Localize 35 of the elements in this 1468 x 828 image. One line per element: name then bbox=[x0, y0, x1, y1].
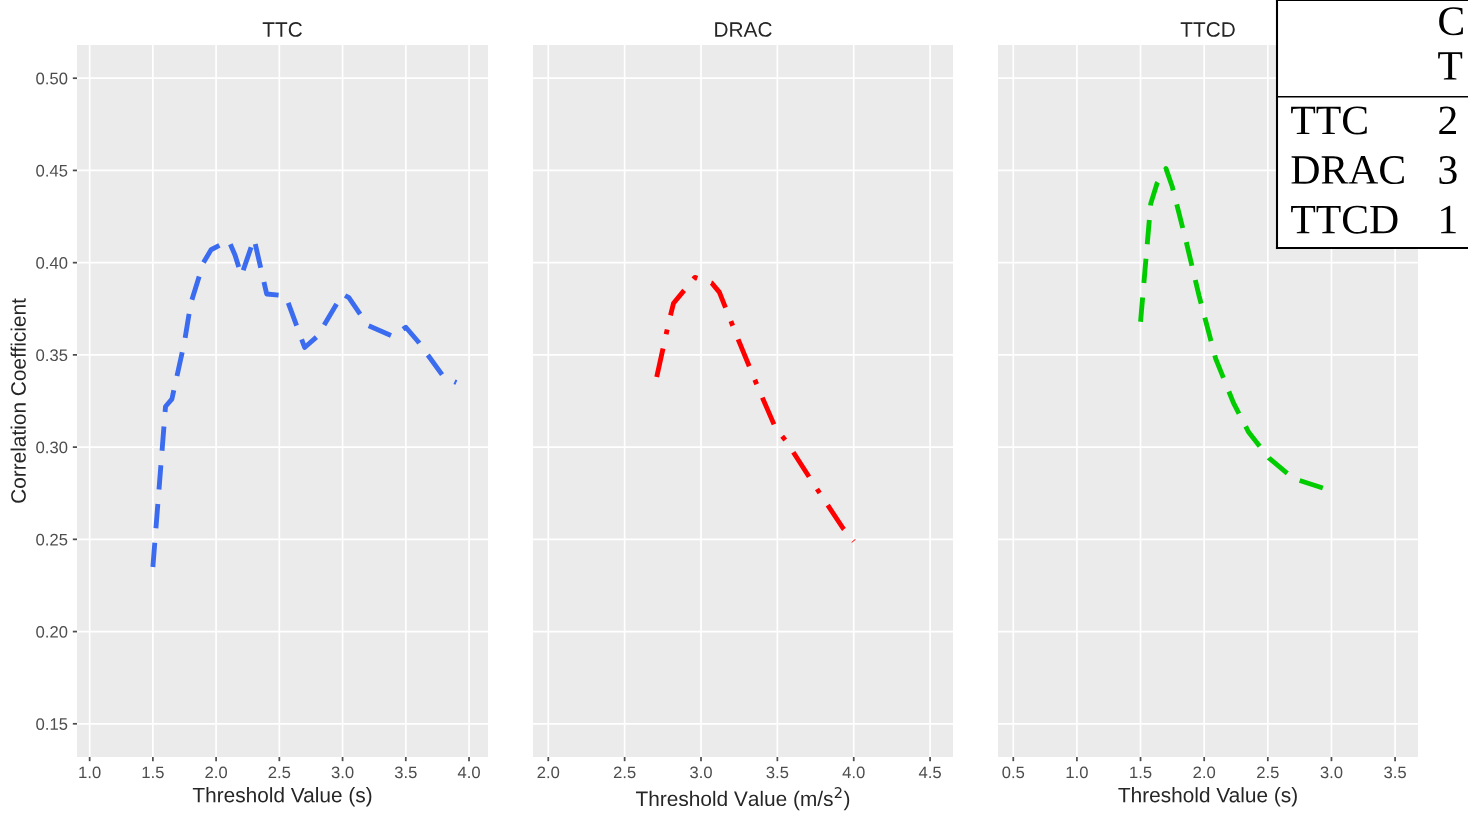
y-tick-label: 0.45 bbox=[36, 164, 68, 177]
x-tick-label: 2.0 bbox=[537, 766, 560, 779]
x-tick-label: 0.5 bbox=[1002, 766, 1025, 779]
x-tick-label: 1.5 bbox=[142, 766, 164, 779]
x-tick-label: 3.5 bbox=[1384, 766, 1406, 779]
x-tick-label: 2.0 bbox=[205, 766, 228, 779]
x-tick-label: 4.0 bbox=[842, 766, 865, 779]
x-tick-label: 1.0 bbox=[79, 766, 101, 779]
y-tick-label: 0.40 bbox=[36, 257, 68, 269]
chart-title: TTCD bbox=[1180, 22, 1235, 37]
y-tick-label: 0.50 bbox=[36, 72, 68, 85]
x-tick-label: 3.5 bbox=[766, 766, 789, 779]
x-tick-label: 1.5 bbox=[1130, 766, 1152, 779]
y-tick-label: 0.30 bbox=[36, 441, 68, 454]
x-tick-label: 3.0 bbox=[690, 766, 712, 779]
x-tick-label: 2.5 bbox=[613, 766, 636, 779]
x-tick-label: 3.0 bbox=[1320, 766, 1343, 779]
y-tick-label: 0.15 bbox=[36, 718, 68, 730]
y-axis-title: Correlation Coefficient bbox=[10, 298, 26, 503]
chart-title: TTC bbox=[262, 22, 302, 37]
y-tick-label: 0.25 bbox=[36, 533, 68, 546]
chart-title: DRAC bbox=[715, 22, 772, 37]
x-tick-label: 2.0 bbox=[1193, 766, 1216, 779]
x-tick-label: 4.5 bbox=[918, 766, 941, 779]
x-axis-title: Threshold Value (m/s$^{2}$) bbox=[635, 787, 850, 811]
x-tick-label: 2.5 bbox=[1257, 766, 1279, 779]
x-tick-label: 3.5 bbox=[394, 766, 417, 779]
x-tick-label: 3.0 bbox=[331, 766, 354, 779]
x-tick-label: 1.0 bbox=[1066, 766, 1088, 779]
x-tick-label: 4.0 bbox=[457, 766, 480, 779]
x-axis-title: Threshold Value (s) bbox=[1118, 787, 1297, 807]
y-tick-label: 0.35 bbox=[36, 349, 68, 362]
y-tick-label: 0.20 bbox=[36, 625, 68, 638]
x-tick-label: 2.5 bbox=[268, 766, 291, 779]
x-axis-title: Threshold Value (s) bbox=[192, 787, 372, 807]
